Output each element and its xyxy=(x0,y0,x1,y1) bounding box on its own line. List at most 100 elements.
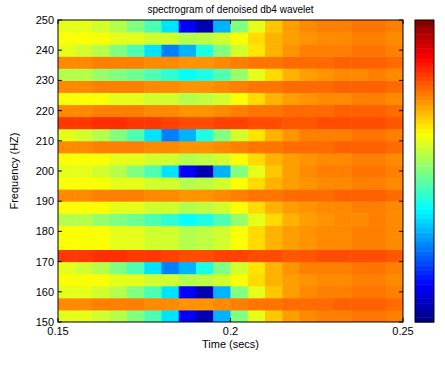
cell xyxy=(386,68,403,81)
cell xyxy=(334,32,352,45)
cell xyxy=(248,201,266,214)
cell xyxy=(127,225,145,238)
cell xyxy=(58,129,76,142)
cell xyxy=(58,201,76,214)
cell xyxy=(213,105,231,118)
cell xyxy=(334,310,352,322)
y-tick xyxy=(58,50,62,51)
cell xyxy=(213,250,231,263)
cell xyxy=(110,165,128,178)
cell xyxy=(93,237,111,250)
cell xyxy=(386,56,403,69)
cell xyxy=(93,225,111,238)
cell xyxy=(300,225,318,238)
cell xyxy=(144,56,162,69)
cell xyxy=(93,56,111,69)
cell xyxy=(248,44,266,57)
cell xyxy=(369,56,387,69)
colorbar-step xyxy=(415,251,434,256)
cell xyxy=(386,117,403,130)
cell xyxy=(213,92,231,105)
cell xyxy=(196,298,214,311)
cell xyxy=(162,80,180,93)
cell xyxy=(58,274,76,287)
cell xyxy=(351,44,369,57)
cell xyxy=(265,44,283,57)
cell xyxy=(334,250,352,263)
cell xyxy=(93,44,111,57)
cell xyxy=(127,250,145,263)
cell xyxy=(162,56,180,69)
cell xyxy=(317,141,335,154)
colorbar-step xyxy=(415,124,434,129)
cell xyxy=(93,20,111,33)
cell xyxy=(144,165,162,178)
cell xyxy=(144,177,162,190)
cell xyxy=(334,298,352,311)
cell xyxy=(231,237,249,250)
cell xyxy=(75,310,93,322)
cell xyxy=(300,298,318,311)
cell xyxy=(162,274,180,287)
cell xyxy=(144,298,162,311)
cell xyxy=(231,80,249,93)
colorbar-step xyxy=(415,228,434,233)
cell xyxy=(58,298,76,311)
cell xyxy=(317,68,335,81)
title: spectrogram of denoised db4 wavelet xyxy=(147,4,313,15)
cell xyxy=(317,129,335,142)
cell xyxy=(110,237,128,250)
cell xyxy=(213,237,231,250)
cell xyxy=(179,92,197,105)
cell xyxy=(300,105,318,118)
cell xyxy=(317,201,335,214)
cell xyxy=(282,225,300,238)
cell xyxy=(75,129,93,142)
cell xyxy=(110,213,128,226)
cell xyxy=(213,177,231,190)
cell xyxy=(369,141,387,154)
cell xyxy=(351,165,369,178)
cell xyxy=(179,165,197,178)
cell xyxy=(179,298,197,311)
cell xyxy=(179,177,197,190)
cell xyxy=(351,189,369,202)
cell xyxy=(231,92,249,105)
colorbar-step xyxy=(415,284,434,289)
colorbar-step xyxy=(415,72,434,77)
cell xyxy=(196,189,214,202)
cell xyxy=(248,105,266,118)
cell xyxy=(282,44,300,57)
cell xyxy=(265,286,283,299)
cell xyxy=(265,177,283,190)
cell xyxy=(179,117,197,130)
cell xyxy=(127,68,145,81)
x-tick xyxy=(230,318,231,322)
cell xyxy=(265,225,283,238)
cell xyxy=(213,68,231,81)
colorbar-step xyxy=(415,185,434,190)
cell xyxy=(58,56,76,69)
colorbar-step xyxy=(415,162,434,167)
x-tick xyxy=(403,20,404,24)
cell xyxy=(231,32,249,45)
cell xyxy=(179,250,197,263)
cell xyxy=(369,68,387,81)
cell xyxy=(213,56,231,69)
cell xyxy=(386,213,403,226)
cell xyxy=(162,189,180,202)
cell xyxy=(162,177,180,190)
cell xyxy=(231,189,249,202)
cell xyxy=(351,153,369,166)
cell xyxy=(231,20,249,33)
cell xyxy=(248,80,266,93)
cell xyxy=(58,80,76,93)
cell xyxy=(231,117,249,130)
cell xyxy=(334,262,352,275)
cell xyxy=(196,80,214,93)
y-tick-label: 150 xyxy=(36,316,54,328)
cell xyxy=(369,201,387,214)
cell xyxy=(144,286,162,299)
cell xyxy=(58,225,76,238)
cell xyxy=(213,129,231,142)
